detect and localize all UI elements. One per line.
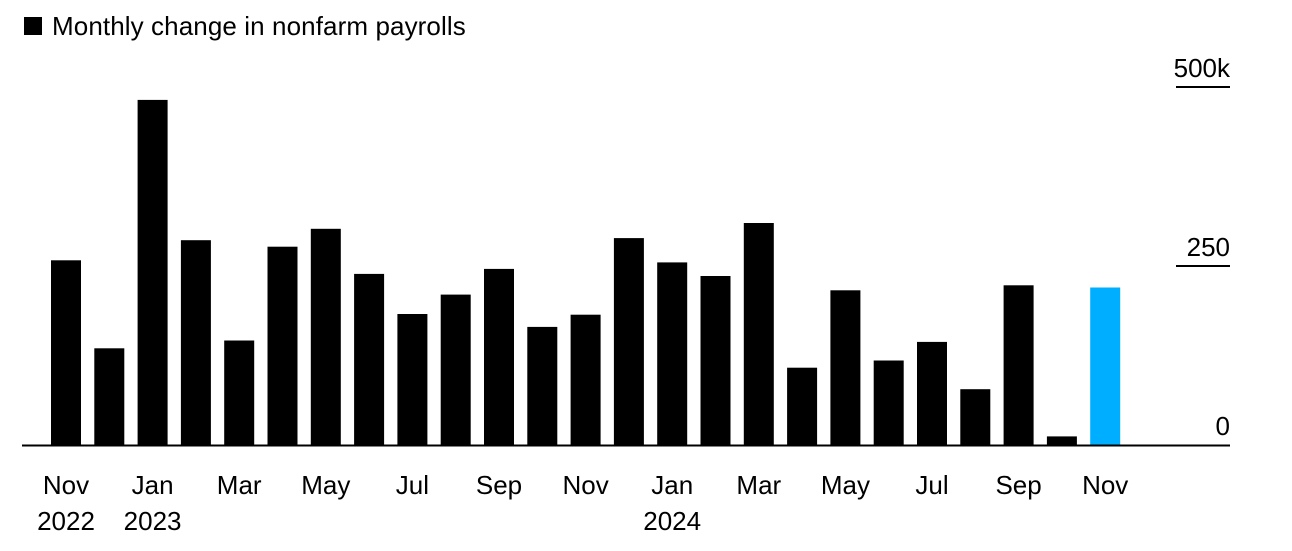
x-axis: Nov 2022 Jan 2023 Mar May Jul Sep Nov Jan 2024 Mar M… xyxy=(22,444,1230,536)
bar-aug-2024 xyxy=(960,389,991,445)
bar-apr-2023 xyxy=(267,246,298,445)
bar-feb-2024 xyxy=(700,276,731,445)
x-tick-label-month: Mar xyxy=(217,470,262,500)
legend-label: Monthly change in nonfarm payrolls xyxy=(52,11,466,41)
bar-dec-2023 xyxy=(613,238,644,445)
x-tick-label-month: Sep xyxy=(995,470,1041,500)
y-axis: 0 250 500k xyxy=(1174,53,1231,441)
bars-group xyxy=(51,99,1121,446)
y-tick-label: 0 xyxy=(1216,411,1230,441)
chart-legend: Monthly change in nonfarm payrolls xyxy=(24,10,466,42)
bar-jun-2023 xyxy=(354,273,385,445)
bar-jan-2024 xyxy=(657,262,688,445)
bar-jul-2023 xyxy=(397,314,428,445)
legend-swatch xyxy=(24,17,42,35)
bar-jul-2024 xyxy=(917,341,947,445)
x-tick-label-month: Nov xyxy=(1082,470,1128,500)
x-tick-label-month: Sep xyxy=(476,470,522,500)
x-tick-label-month: May xyxy=(301,470,350,500)
x-tick-label-month: Nov xyxy=(562,470,608,500)
x-tick-label-year: 2023 xyxy=(124,506,182,536)
bar-aug-2023 xyxy=(440,294,471,445)
bar-sep-2024 xyxy=(1003,285,1034,445)
bar-nov-2024 xyxy=(1090,287,1121,445)
bar-jun-2024 xyxy=(873,360,904,445)
bar-may-2024 xyxy=(830,290,861,445)
bar-jan-2023 xyxy=(137,99,168,446)
x-tick-label-year: 2024 xyxy=(643,506,701,536)
y-tick-label: 250 xyxy=(1187,232,1230,262)
x-tick-label-year: 2022 xyxy=(37,506,95,536)
bar-apr-2024 xyxy=(787,367,818,445)
bar-dec-2022 xyxy=(94,348,125,445)
bar-sep-2023 xyxy=(484,268,514,445)
bar-may-2023 xyxy=(310,228,341,445)
bar-mar-2023 xyxy=(224,340,255,445)
bar-nov-2022 xyxy=(51,260,81,445)
x-tick-label-month: Jul xyxy=(915,470,948,500)
bar-nov-2023 xyxy=(570,314,601,445)
x-tick-label-month: Nov xyxy=(43,470,89,500)
x-tick-label-month: Jul xyxy=(396,470,429,500)
bar-oct-2024 xyxy=(1046,436,1077,445)
x-tick-label-month: Jan xyxy=(132,470,174,500)
x-tick-label-month: Jan xyxy=(651,470,693,500)
bar-oct-2023 xyxy=(527,326,558,445)
x-tick-label-month: Mar xyxy=(736,470,781,500)
bar-mar-2024 xyxy=(743,223,774,445)
bar-feb-2023 xyxy=(180,240,211,445)
x-tick-label-month: May xyxy=(821,470,870,500)
y-tick-label: 500k xyxy=(1174,53,1231,83)
